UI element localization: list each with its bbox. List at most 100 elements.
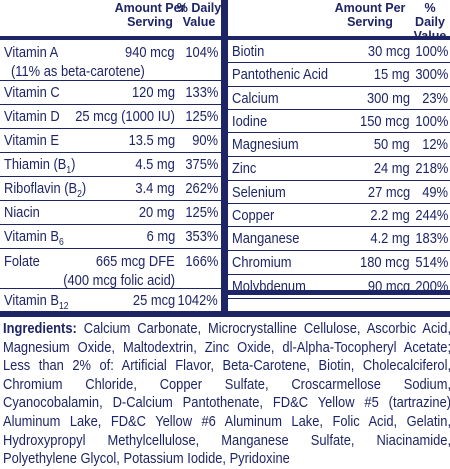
nutrient-daily-value: 375% (184, 156, 218, 173)
nutrient-row: Vitamin B6 6 mg 353% (0, 225, 221, 249)
nutrient-daily-value: 353% (184, 228, 218, 245)
nutrient-daily-value: 133% (184, 84, 218, 101)
nutrient-row: Folate 665 mcg DFE 166% (400 mcg folic acid… (0, 249, 221, 289)
nutrient-name-text: Thiamin (B (4, 156, 67, 173)
nutrient-name: Vitamin C (4, 84, 60, 101)
amount-per-serving-header: Amount Per Serving (334, 1, 406, 29)
nutrient-note: (400 mcg folic acid) (63, 272, 175, 289)
left-nutrient-table: Amount Per Serving % Daily Value Vitamin… (0, 0, 221, 313)
nutrient-daily-value: 166% (184, 253, 218, 270)
nutrient-amount: 24 mg (374, 160, 410, 177)
nutrient-amount: 2.2 mg (370, 207, 410, 224)
nutrient-row: Vitamin E 13.5 mg 90% (0, 129, 221, 153)
nutrient-name-text: Pantothenic Acid (232, 66, 329, 83)
nutrient-row: Manganese 4.2 mg 183% (228, 227, 450, 251)
ingredients-text: Calcium Carbonate, Microcrystalline Cell… (3, 320, 450, 468)
nutrient-row: Magnesium 50 mg 12% (228, 133, 450, 157)
nutrient-name: Manganese (232, 230, 299, 247)
nutrient-amount: 15 mg (374, 66, 410, 83)
nutrient-daily-value: 90% (192, 132, 218, 149)
nutrient-name: Biotin (232, 43, 264, 60)
nutrient-name: Vitamin B6 (4, 228, 64, 248)
nutrient-name: Thiamin (B1) (4, 156, 75, 176)
daily-value-header: % Daily Value (176, 1, 222, 29)
nutrient-amount: 180 mcg (360, 254, 410, 271)
nutrient-name: Chromium (232, 254, 292, 271)
nutrient-name-text: Selenium (232, 184, 286, 201)
column-divider (221, 0, 228, 312)
nutrient-name-text: Vitamin A (4, 44, 59, 61)
nutrient-amount: 940 mcg (125, 44, 175, 61)
nutrient-row: Molybdenum 90 mcg 200% (228, 275, 450, 299)
nutrient-row: Iodine 150 mcg 100% (228, 110, 450, 133)
nutrient-daily-value: 514% (414, 254, 448, 271)
nutrient-row: Pantothenic Acid 15 mg 300% (228, 63, 450, 87)
nutrient-row: Chromium 180 mcg 514% (228, 251, 450, 275)
nutrient-name: Vitamin B12 (4, 292, 69, 312)
amount-per-serving-header: Amount Per Serving (114, 1, 186, 29)
nutrient-row: Vitamin A 940 mcg 104% (11% as beta-caroten… (0, 40, 221, 81)
nutrient-row: Niacin 20 mg 125% (0, 201, 221, 225)
nutrient-row: Vitamin D 25 mcg (1000 IU) 125% (0, 105, 221, 129)
nutrient-daily-value: 244% (414, 207, 448, 224)
nutrient-name-text: Biotin (232, 43, 265, 60)
nutrient-name-text: Riboflavin (B (4, 180, 78, 197)
nutrient-daily-value: 262% (184, 180, 218, 197)
nutrient-name: Pantothenic Acid (232, 66, 328, 83)
nutrient-amount: 3.4 mg (135, 180, 175, 197)
nutrient-name-subscript: 6 (58, 237, 64, 248)
nutrient-amount: 665 mcg DFE (96, 253, 175, 270)
nutrient-name: Vitamin A (4, 44, 58, 61)
nutrient-name: Riboflavin (B2) (4, 180, 86, 200)
nutrient-daily-value: 12% (422, 136, 448, 153)
nutrient-name-text: Vitamin E (4, 132, 59, 149)
nutrient-name: Selenium (232, 184, 286, 201)
nutrient-row: Riboflavin (B2) 3.4 mg 262% (0, 177, 221, 201)
nutrient-daily-value: 183% (414, 230, 448, 247)
nutrient-amount: 120 mg (131, 84, 175, 101)
nutrient-name-text: Zinc (232, 160, 257, 177)
nutrient-name-subscript: 12 (58, 301, 69, 312)
nutrient-daily-value: 100% (414, 43, 448, 60)
nutrient-row: Vitamin C 120 mg 133% (0, 81, 221, 105)
nutrient-name: Copper (232, 207, 274, 224)
nutrient-name: Magnesium (232, 136, 299, 153)
nutrient-row: Selenium 27 mcg 49% (228, 181, 450, 204)
nutrient-row: Zinc 24 mg 218% (228, 157, 450, 181)
nutrient-amount: 13.5 mg (128, 132, 175, 149)
nutrient-amount: 300 mg (366, 90, 410, 107)
nutrient-name-text: Copper (232, 207, 275, 224)
nutrient-name: Iodine (232, 113, 267, 130)
nutrient-name: Niacin (4, 204, 40, 221)
nutrient-amount: 20 mg (139, 204, 175, 221)
nutrient-daily-value: 125% (184, 108, 218, 125)
nutrient-daily-value: 49% (422, 184, 448, 201)
left-rows: Vitamin A 940 mcg 104% (11% as beta-caroten… (0, 40, 221, 313)
nutrient-daily-value: 218% (414, 160, 448, 177)
nutrient-amount: 25 mcg (1000 IU) (75, 108, 175, 125)
nutrient-name: Vitamin D (4, 108, 60, 125)
nutrient-daily-value: 300% (414, 66, 448, 83)
right-rows: Biotin 30 mcg 100% Pantothenic Acid 15 mg 300… (228, 40, 450, 299)
nutrient-name-text: Calcium (232, 90, 279, 107)
nutrient-row: Calcium 300 mg 23% (228, 87, 450, 110)
ingredients-label: Ingredients: (3, 320, 77, 337)
left-table-header: Amount Per Serving % Daily Value (0, 0, 221, 40)
ingredients-paragraph: Ingredients: Calcium Carbonate, Microcry… (3, 320, 450, 469)
right-nutrient-table: Amount Per Serving % Daily Value Biotin 3… (228, 0, 450, 299)
nutrient-name-subscript: 2 (77, 189, 82, 200)
nutrient-name: Calcium (232, 90, 279, 107)
nutrient-row: Thiamin (B1) 4.5 mg 375% (0, 153, 221, 177)
nutrient-note: (11% as beta-carotene) (11, 63, 145, 80)
nutrient-name-text: Folate (4, 253, 40, 270)
daily-value-header: % Daily Value (413, 1, 447, 43)
right-table-header: Amount Per Serving % Daily Value (228, 0, 450, 43)
nutrient-name-subscript: 1 (66, 165, 72, 176)
nutrient-row: Biotin 30 mcg 100% (228, 40, 450, 63)
nutrient-amount: 6 mg (146, 228, 175, 245)
nutrient-amount: 150 mcg (360, 113, 410, 130)
nutrient-daily-value: 104% (184, 44, 218, 61)
nutrient-amount: 27 mcg (367, 184, 410, 201)
nutrient-amount: 30 mcg (367, 43, 410, 60)
nutrient-daily-value: 100% (414, 113, 448, 130)
